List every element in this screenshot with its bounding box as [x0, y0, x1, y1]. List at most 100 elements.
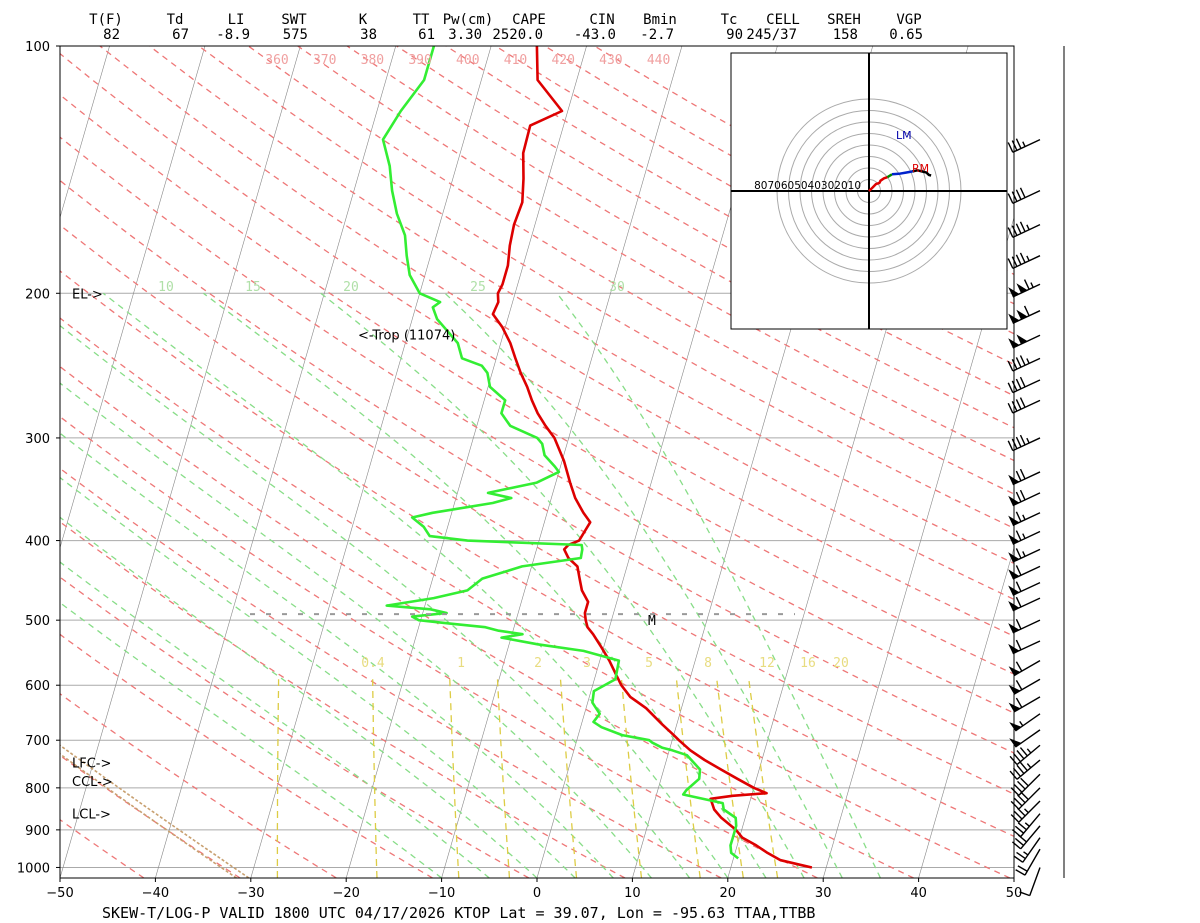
header-label: TT — [413, 12, 430, 28]
barb-half — [1022, 514, 1026, 521]
moist-adiabat — [60, 382, 652, 878]
barb-full — [1011, 829, 1022, 838]
dry-adiabat — [60, 270, 1014, 838]
y-tick-label: 600 — [25, 679, 50, 694]
hodograph-trace-top — [912, 169, 932, 177]
barb-full — [1015, 639, 1022, 651]
barb-full — [1015, 680, 1023, 691]
barb-shaft — [1012, 255, 1041, 270]
wind-barb — [1008, 565, 1041, 580]
barb-pennant — [1016, 309, 1028, 320]
barb-full — [1012, 752, 1022, 763]
barb-full — [1019, 376, 1026, 388]
barb-full — [1019, 397, 1026, 408]
header-value: -43.0 — [574, 27, 616, 43]
barb-shaft — [1012, 379, 1041, 394]
wind-barb — [1008, 334, 1041, 349]
isotherm-line — [60, 46, 110, 219]
barb-full — [1015, 399, 1022, 410]
barb-full — [1013, 855, 1024, 863]
hodograph-trace-upper — [891, 170, 913, 176]
dry-adiabat — [60, 93, 1014, 675]
tropopause-label: <-Trop (11074) — [358, 328, 455, 343]
barb-full — [1019, 252, 1026, 263]
barb-full — [1011, 191, 1018, 202]
x-tick-label: −10 — [428, 886, 455, 901]
barb-half — [1026, 255, 1030, 262]
hodograph-inset: 8070605040302010 LM RM — [730, 52, 1008, 330]
wind-barb — [1008, 596, 1041, 612]
barb-full — [1007, 402, 1014, 414]
dry-adiabat — [60, 521, 626, 878]
barb-pennant — [1008, 623, 1020, 633]
header-value: 61 — [418, 27, 435, 43]
barb-full — [1010, 800, 1020, 810]
header-label: LI — [228, 12, 245, 28]
barb-full — [1011, 225, 1018, 236]
dry-adiabat — [60, 467, 722, 878]
moist-adiabat — [60, 561, 490, 878]
x-tick-label: 20 — [720, 886, 737, 901]
barb-full — [1015, 661, 1023, 672]
barb-full — [1009, 770, 1018, 780]
x-tick-label: 10 — [624, 886, 641, 901]
wind-barb — [1007, 376, 1041, 394]
moist-adiabat — [60, 516, 538, 878]
barb-shaft — [1012, 619, 1041, 634]
wind-barb — [1009, 744, 1041, 766]
wind-barb — [1008, 305, 1041, 325]
barb-full — [1007, 360, 1014, 372]
barb-full — [1015, 511, 1022, 522]
barb-half — [1026, 763, 1032, 769]
x-tick-label: −50 — [46, 886, 73, 901]
barb-full — [1015, 223, 1022, 234]
mixing-label: 20 — [833, 656, 849, 671]
barb-shaft — [1016, 744, 1041, 766]
dry-adiabat — [60, 692, 337, 878]
barb-shaft — [1012, 399, 1041, 414]
barb-full — [1015, 436, 1022, 448]
barb-pennant — [1008, 702, 1021, 712]
wind-barb — [1009, 759, 1041, 780]
barb-full — [1015, 491, 1022, 503]
mixing-ratio-line — [716, 679, 744, 878]
wind-barb — [1015, 848, 1041, 876]
barb-shaft — [1018, 773, 1041, 796]
hodograph-ring-labels: 8070605040302010 — [754, 180, 861, 192]
mixing-ratio-line — [276, 679, 280, 878]
barb-half — [1026, 437, 1030, 444]
barb-pennant — [1008, 515, 1020, 526]
hodograph-rm-label: RM — [912, 162, 929, 175]
mixing-label: 2 — [534, 656, 542, 671]
barb-shaft — [1012, 512, 1041, 527]
wind-barb — [1007, 187, 1041, 204]
barb-pennant — [1009, 722, 1022, 731]
barb-shaft — [1029, 867, 1041, 896]
wind-barb — [1010, 800, 1041, 823]
barb-shaft — [1013, 696, 1041, 713]
barb-full — [1014, 825, 1025, 834]
wind-barb — [1008, 581, 1041, 596]
theta-label: 370 — [313, 53, 336, 68]
barb-full — [1019, 891, 1030, 897]
barb-full — [1019, 187, 1026, 198]
barb-full — [1007, 382, 1014, 393]
moist-adiabat — [556, 292, 881, 878]
isotherm-line — [1109, 46, 1200, 878]
moist-label: 25 — [470, 280, 486, 295]
wind-barbs — [1007, 46, 1065, 897]
mixing-ratio-line — [620, 679, 643, 878]
header-label: SWT — [281, 12, 307, 28]
barb-full — [1017, 807, 1026, 817]
wind-barb — [1008, 489, 1041, 507]
x-tick-label: 0 — [533, 886, 541, 901]
barb-shaft — [1013, 678, 1041, 695]
wind-barb — [1008, 678, 1041, 695]
header-label: CELL — [766, 12, 800, 28]
barb-shaft — [1015, 729, 1041, 748]
barb-half — [1026, 358, 1030, 364]
theta-label: 430 — [599, 53, 622, 68]
barb-full — [1016, 851, 1026, 860]
